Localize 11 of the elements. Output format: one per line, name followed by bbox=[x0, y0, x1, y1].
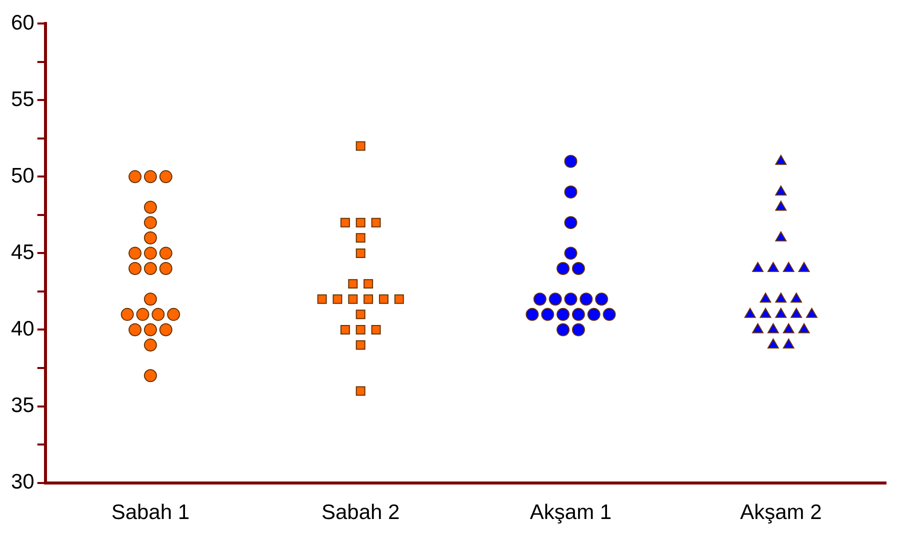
y-tick-label: 45 bbox=[11, 240, 34, 264]
y-tick-label: 60 bbox=[11, 11, 34, 34]
x-tick-label: Akşam 2 bbox=[740, 501, 822, 524]
y-tick-label: 55 bbox=[11, 88, 34, 111]
x-tick-label: Sabah 1 bbox=[111, 501, 190, 524]
y-tick-label: 50 bbox=[11, 164, 34, 188]
x-tick-label: Sabah 2 bbox=[321, 501, 400, 524]
y-tick-label: 35 bbox=[11, 394, 34, 418]
y-tick-label: 30 bbox=[11, 470, 34, 494]
y-tick-label: 40 bbox=[11, 318, 34, 341]
x-tick-label: Akşam 1 bbox=[530, 501, 612, 524]
